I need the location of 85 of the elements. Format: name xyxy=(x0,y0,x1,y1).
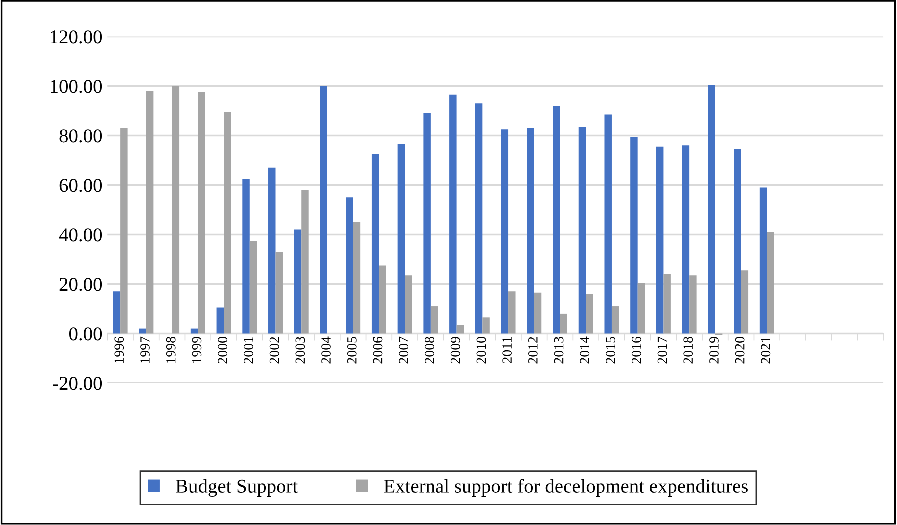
bar xyxy=(690,276,697,334)
bar xyxy=(553,106,560,334)
bar xyxy=(139,328,146,334)
x-tick-label: 1997 xyxy=(140,336,150,364)
bar xyxy=(424,113,431,334)
x-tick-label: 2019 xyxy=(710,337,719,364)
bar xyxy=(450,94,457,334)
bar xyxy=(630,136,638,334)
legend-label: Budget Support xyxy=(176,479,298,497)
x-tick-label: 1998 xyxy=(166,337,176,364)
x-tick-label: 2008 xyxy=(425,337,434,364)
y-tick-label: 40.00 xyxy=(59,228,102,242)
bar xyxy=(586,294,594,334)
bar xyxy=(534,292,542,334)
bar xyxy=(172,86,180,334)
x-tick-label: 2018 xyxy=(684,337,694,364)
bar xyxy=(734,149,742,334)
bar xyxy=(760,188,768,334)
bar xyxy=(708,85,716,334)
bar xyxy=(294,230,302,334)
bar xyxy=(560,314,568,334)
bar xyxy=(353,222,361,334)
x-tick-label: 2003 xyxy=(296,337,306,364)
x-tick-label: 2014 xyxy=(580,336,590,364)
bar xyxy=(113,292,121,334)
bar xyxy=(682,146,690,334)
x-tick-label: 2006 xyxy=(373,336,383,364)
bar xyxy=(578,127,586,334)
x-tick-label: 2016 xyxy=(632,336,642,364)
bar xyxy=(346,198,354,334)
x-tick-label: 2005 xyxy=(347,337,357,364)
bar xyxy=(268,168,276,334)
y-tick-label: 120.00 xyxy=(51,30,102,44)
bar xyxy=(216,308,224,334)
y-tick-label: 20.00 xyxy=(60,278,102,292)
bar xyxy=(372,154,380,334)
x-tick-label: 2007 xyxy=(399,336,409,364)
x-tick-label: 2015 xyxy=(606,337,616,364)
x-tick-label: 2012 xyxy=(528,337,538,364)
y-tick-label: 0.00 xyxy=(69,328,102,341)
x-tick-label: 2013 xyxy=(554,337,564,364)
bar xyxy=(276,252,283,334)
bar xyxy=(398,144,406,334)
bar xyxy=(638,283,646,334)
bar xyxy=(612,306,620,334)
bar xyxy=(527,128,534,334)
x-tick-label: 2004 xyxy=(322,336,331,364)
bar xyxy=(664,274,671,334)
bar xyxy=(767,232,774,334)
bar xyxy=(224,112,232,334)
bar xyxy=(120,128,128,334)
bar xyxy=(190,328,198,334)
bar xyxy=(475,104,483,334)
bar xyxy=(302,190,309,334)
x-tick-label: 1999 xyxy=(192,337,202,364)
x-tick-label: 2009 xyxy=(450,337,460,364)
bar xyxy=(198,92,206,334)
x-tick-label: 2021 xyxy=(761,337,771,364)
x-tick-label: 1996 xyxy=(114,336,124,364)
bar xyxy=(604,114,612,334)
y-tick-label: 60.00 xyxy=(60,179,102,192)
x-tick-label: 2011 xyxy=(502,337,512,364)
bar xyxy=(656,146,664,334)
x-tick-label: 2002 xyxy=(270,337,280,364)
bar xyxy=(456,325,464,334)
bar xyxy=(250,240,258,334)
y-tick-label: 80.00 xyxy=(60,130,102,143)
bar xyxy=(501,130,509,334)
bar xyxy=(741,270,749,334)
bar xyxy=(508,292,516,334)
x-tick-label: 2010 xyxy=(476,337,486,364)
bar xyxy=(146,91,154,334)
bar xyxy=(320,86,328,334)
legend-label: External support for decelopment expenditures xyxy=(384,479,748,497)
x-tick-label: 2017 xyxy=(658,336,668,364)
bar xyxy=(242,179,250,334)
x-tick-label: 2001 xyxy=(244,337,254,364)
x-tick-label: 2000 xyxy=(218,337,228,364)
bar xyxy=(379,266,386,334)
bar xyxy=(405,276,412,334)
bar xyxy=(430,306,438,334)
y-tick-label: 100.00 xyxy=(51,80,102,94)
y-tick-label: -20.00 xyxy=(53,377,102,390)
x-tick-label: 2020 xyxy=(735,337,745,364)
bar xyxy=(482,318,490,334)
